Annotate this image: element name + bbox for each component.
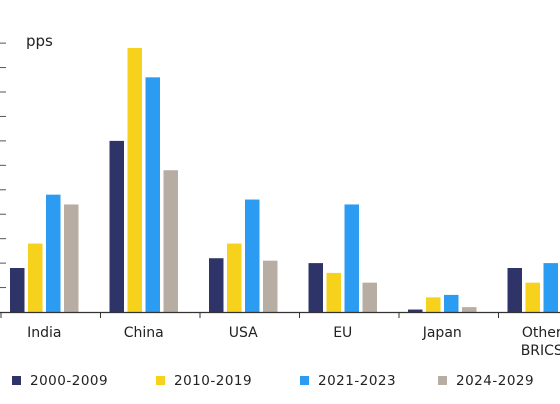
bars	[10, 48, 558, 312]
bar-usa-2000-2009	[209, 258, 224, 312]
x-axis-categories: India China USA EU Japan Other BRICS	[0, 312, 560, 359]
legend-label: 2010-2019	[174, 373, 252, 389]
bar-other-2000-2009	[507, 268, 522, 312]
bar-other-2010-2019	[525, 282, 540, 312]
legend-swatch	[12, 376, 21, 385]
category-label: EU	[333, 325, 352, 341]
bar-other-2021-2023	[543, 263, 558, 312]
bar-india-2021-2023	[46, 194, 61, 312]
category-label: Other BRICS	[521, 325, 560, 359]
legend-label: 2000-2009	[30, 373, 108, 389]
bar-usa-2021-2023	[245, 199, 260, 312]
bar-japan-2021-2023	[444, 294, 459, 312]
bar-eu-2010-2019	[326, 272, 341, 312]
bar-eu-2021-2023	[344, 204, 359, 312]
legend-swatch	[438, 376, 447, 385]
legend-swatch	[156, 376, 165, 385]
bar-china-2024-2029	[163, 170, 178, 312]
bar-japan-2000-2009	[408, 309, 423, 312]
bar-india-2000-2009	[10, 268, 25, 312]
bar-japan-2010-2019	[426, 297, 441, 312]
legend: 2000-2009 2010-2019 2021-2023 2024-2029	[12, 373, 534, 389]
y-axis-ticks	[0, 42, 6, 289]
bar-china-2000-2009	[109, 140, 124, 312]
bar-eu-2000-2009	[308, 263, 323, 312]
bar-usa-2010-2019	[227, 243, 242, 312]
legend-label: 2021-2023	[318, 373, 396, 389]
bar-china-2010-2019	[127, 48, 142, 312]
legend-label: 2024-2029	[456, 373, 534, 389]
bar-china-2021-2023	[145, 77, 160, 312]
bar-india-2010-2019	[28, 243, 43, 312]
bar-india-2024-2029	[64, 204, 79, 312]
category-label: China	[124, 325, 164, 341]
y-axis-label: pps	[26, 32, 53, 50]
category-label: Japan	[422, 325, 462, 341]
category-label: India	[27, 325, 61, 341]
legend-swatch	[300, 376, 309, 385]
bar-usa-2024-2029	[263, 260, 278, 312]
bar-japan-2024-2029	[462, 307, 477, 312]
bar-eu-2024-2029	[362, 282, 377, 312]
category-label: USA	[229, 325, 258, 341]
